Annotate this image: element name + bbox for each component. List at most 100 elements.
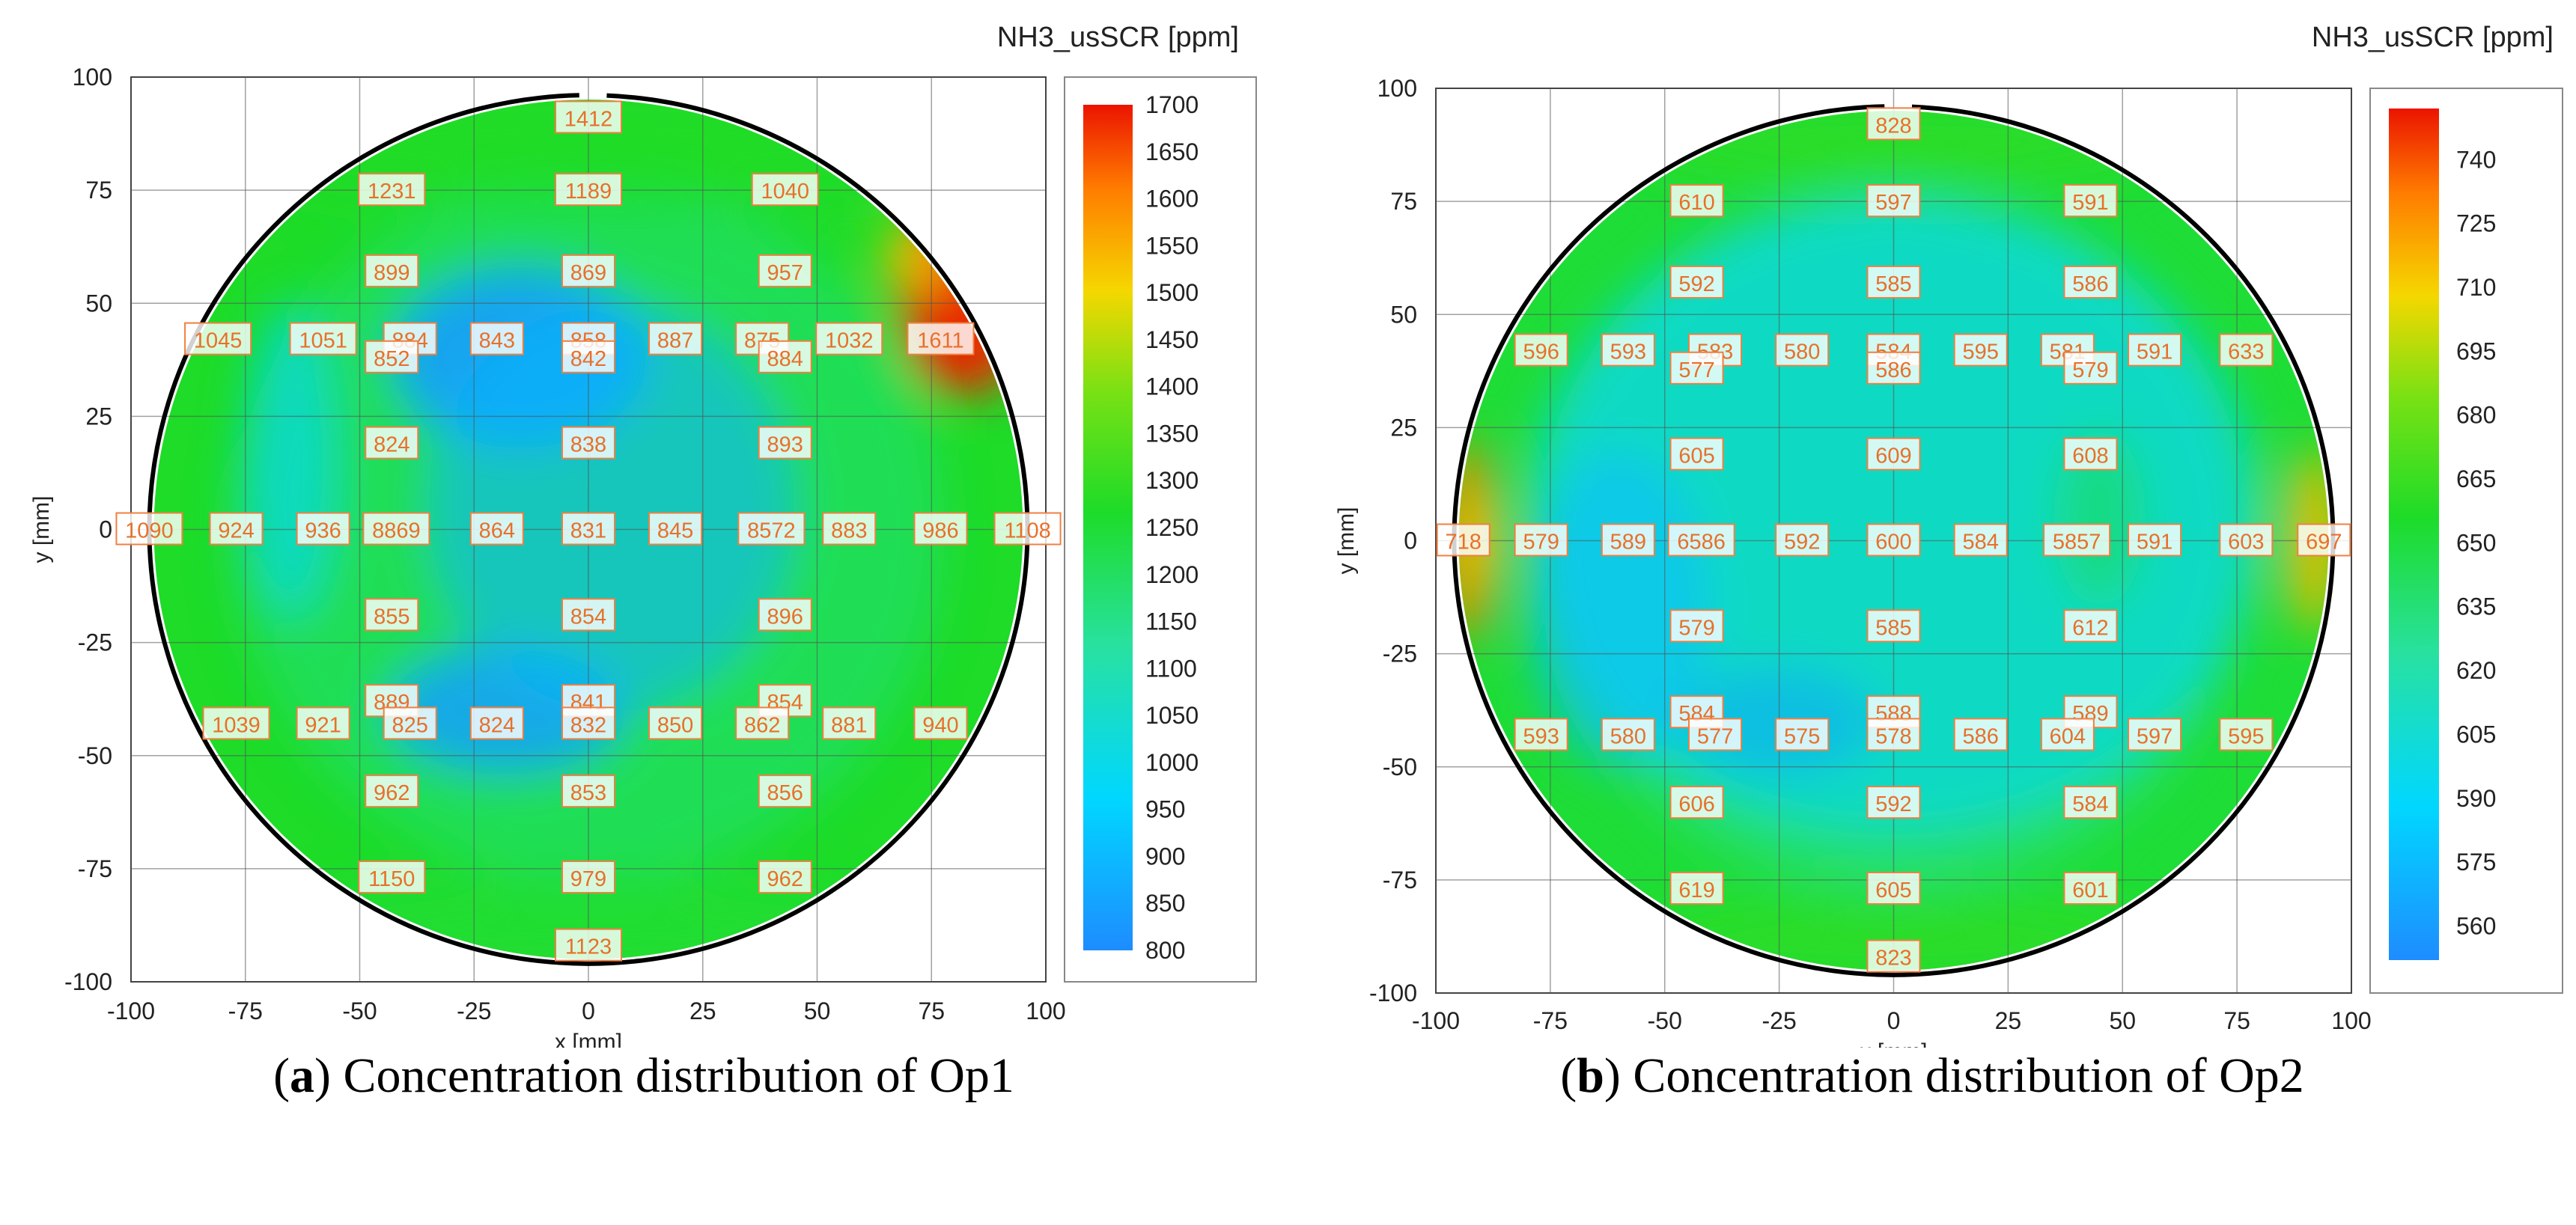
colorbar-tick-label: 1600 <box>1145 186 1199 213</box>
value-label-box <box>358 860 426 893</box>
value-label: 962 <box>767 867 803 891</box>
value-label-box <box>993 512 1062 546</box>
value-label: 596 <box>1523 340 1559 364</box>
caption-letter-a: a <box>290 1048 315 1103</box>
y-tick-label: 100 <box>73 64 112 91</box>
x-tick-label: 100 <box>2331 1007 2371 1034</box>
colorbar-tick-label: 1000 <box>1145 749 1199 776</box>
value-label-box <box>1775 718 1830 751</box>
colorbar-tick-label: 695 <box>2456 337 2496 364</box>
caption-a: (a) Concentration distribution of Op1 <box>273 1048 1014 1103</box>
value-label: 580 <box>1610 724 1646 748</box>
colorbar-tick-label: 740 <box>2456 146 2496 173</box>
value-label: 586 <box>1962 724 1998 748</box>
colorbar-tick-label: 725 <box>2456 210 2496 237</box>
value-label-box <box>1866 107 1921 141</box>
value-label-box <box>1866 609 1921 643</box>
value-label: 832 <box>570 713 606 737</box>
value-label: 605 <box>1678 445 1714 468</box>
value-label-box <box>2040 718 2095 751</box>
value-label: 884 <box>767 347 803 371</box>
colorbar-tick-label: 1450 <box>1145 326 1199 353</box>
value-label-box <box>2128 718 2182 751</box>
caption-b: (b) Concentration distribution of Op2 <box>1560 1048 2304 1103</box>
value-label-box <box>1953 718 2008 751</box>
colorbar-title: NH3_usSCR [ppm] <box>2312 22 2554 53</box>
value-label-box <box>1669 609 1724 643</box>
value-label: 609 <box>1875 445 1911 468</box>
colorbar-tick-label: 575 <box>2456 849 2496 876</box>
value-label-box <box>2297 523 2351 557</box>
y-tick-label: -25 <box>1383 641 1417 668</box>
value-label-box <box>469 322 524 355</box>
colorbar-tick-label: 680 <box>2456 402 2496 429</box>
value-label-box <box>2063 351 2118 385</box>
value-label: 592 <box>1678 272 1714 296</box>
value-label-box <box>1436 523 1491 557</box>
value-label: 828 <box>1875 114 1911 138</box>
value-label-box <box>1601 718 1655 751</box>
value-label: 893 <box>767 433 803 457</box>
value-label-box <box>202 706 270 740</box>
value-label-box <box>1667 523 1735 557</box>
x-tick-label: 50 <box>2109 1007 2136 1034</box>
value-label: 887 <box>657 329 693 353</box>
value-label-box <box>648 706 703 740</box>
value-label: 1051 <box>299 329 347 353</box>
value-label: 591 <box>2137 531 2172 555</box>
value-label-box <box>1514 718 1568 751</box>
y-tick-label: 50 <box>1390 301 1417 328</box>
value-label-box <box>913 512 968 546</box>
value-label: 1045 <box>194 329 243 353</box>
value-label-box <box>1866 265 1921 299</box>
value-label-box <box>1953 333 2008 367</box>
value-label-box <box>648 322 703 355</box>
value-label-box <box>115 512 183 546</box>
value-label-box <box>2063 786 2118 819</box>
value-label-box <box>365 254 419 287</box>
value-label-box <box>184 322 252 355</box>
value-label-box <box>1866 523 1921 557</box>
value-label: 869 <box>570 261 606 285</box>
x-tick-label: 25 <box>1995 1007 2022 1034</box>
chart-panel-b: 8286105975915925855865965935835805845955… <box>1288 0 2576 1225</box>
value-label: 1412 <box>564 107 613 131</box>
value-label: 595 <box>2228 724 2264 748</box>
value-label: 1231 <box>368 180 416 204</box>
y-tick-label: -100 <box>64 968 112 995</box>
value-label-box <box>296 706 350 740</box>
value-label: 823 <box>1875 947 1911 971</box>
value-label: 584 <box>2072 792 2108 816</box>
value-label-box <box>737 512 806 546</box>
value-label: 600 <box>1875 531 1911 555</box>
value-label-box <box>555 928 622 962</box>
value-label-box <box>1601 523 1655 557</box>
value-label-box <box>1866 184 1921 218</box>
y-tick-label: -75 <box>1383 867 1417 893</box>
value-label-box <box>289 322 357 355</box>
value-label: 979 <box>570 867 606 891</box>
x-tick-label: -75 <box>1533 1007 1568 1034</box>
value-label: 585 <box>1875 272 1911 296</box>
value-label: 593 <box>1523 724 1559 748</box>
caption-text-b: Concentration distribution of Op2 <box>1633 1048 2304 1103</box>
value-label: 854 <box>570 605 606 629</box>
value-label-box <box>2063 609 2118 643</box>
value-label-box <box>296 512 350 546</box>
value-label: 845 <box>657 519 693 543</box>
value-label-box <box>751 173 819 207</box>
value-label: 850 <box>657 713 693 737</box>
value-label: 575 <box>1784 724 1820 748</box>
value-label: 899 <box>374 261 409 285</box>
y-axis-label: y [mm] <box>1334 507 1359 575</box>
colorbar-tick-label: 560 <box>2456 912 2496 939</box>
value-label-box <box>758 426 812 459</box>
value-label: 1039 <box>212 713 261 737</box>
colorbar-tick-label: 900 <box>1145 843 1185 870</box>
value-label-box <box>1953 523 2008 557</box>
colorbar-tick-label: 1050 <box>1145 702 1199 729</box>
value-label-box <box>358 173 426 207</box>
x-tick-label: -25 <box>1762 1007 1797 1034</box>
value-label: 5857 <box>2053 531 2101 555</box>
value-label-box <box>1514 333 1568 367</box>
